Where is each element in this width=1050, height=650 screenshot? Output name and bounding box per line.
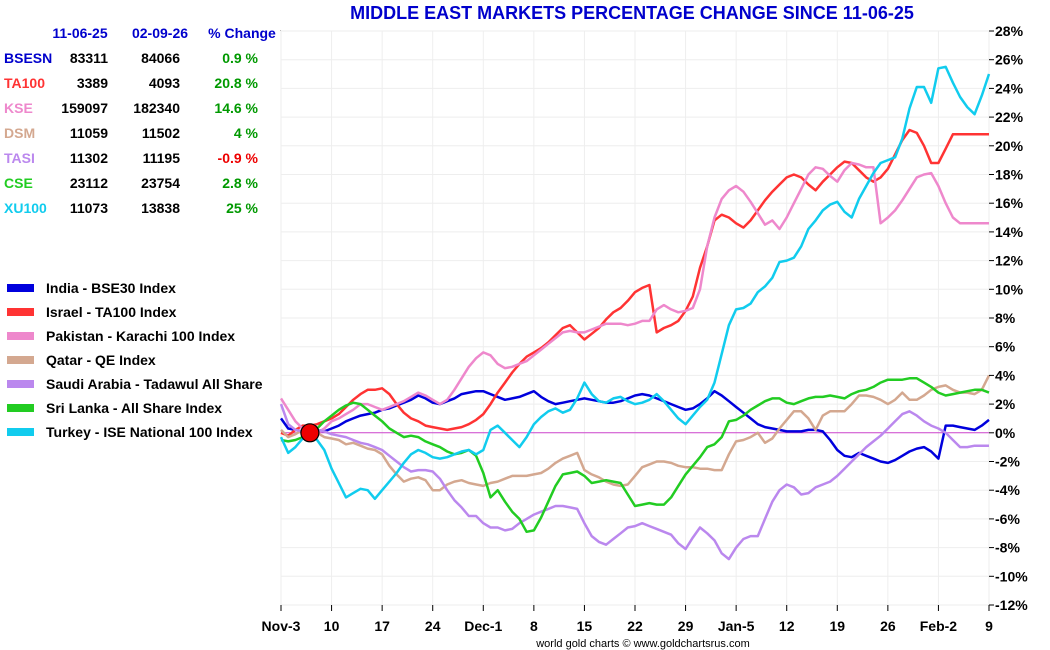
table-row-change: 25 % [226, 200, 258, 216]
legend-label: Sri Lanka - All Share Index [46, 400, 222, 416]
series-line-saudi [279, 403, 989, 561]
y-tick-label: -2% [995, 454, 1020, 470]
table-row-change: 2.8 % [222, 175, 258, 191]
legend-label: Israel - TA100 Index [46, 304, 177, 320]
y-tick-label: 18% [995, 167, 1024, 183]
x-tick-label: 17 [374, 618, 390, 634]
legend-label: Pakistan - Karachi 100 Index [46, 328, 235, 344]
table-row-end: 182340 [133, 100, 180, 116]
legend-swatch [7, 380, 34, 388]
table-row-code: DSM [4, 125, 35, 141]
summary-table: 11-06-25 02-09-26 % Change BSESN 83311 84066 0… [4, 25, 276, 216]
table-row-change: 4 % [234, 125, 259, 141]
marker-layer [300, 423, 320, 443]
x-tick-label: 22 [627, 618, 643, 634]
y-tick-label: 10% [995, 281, 1024, 297]
table-row-start: 83311 [70, 50, 108, 66]
legend-swatch [7, 308, 34, 316]
legend-label: India - BSE30 Index [46, 280, 176, 296]
series-line-pakistan [279, 161, 989, 435]
table-row-end: 11502 [142, 125, 180, 141]
y-tick-label: 4% [995, 367, 1016, 383]
y-tick-label: 28% [995, 23, 1024, 39]
series-line-israel [280, 128, 989, 437]
series-line-qatar [280, 374, 991, 492]
table-row-code: TA100 [4, 75, 45, 91]
table-row-change: 20.8 % [214, 75, 258, 91]
x-tick-label: 12 [779, 618, 795, 634]
x-tick-label: 19 [829, 618, 845, 634]
series-line-india [279, 389, 990, 465]
y-tick-label: -10% [995, 568, 1028, 584]
table-row-start: 11073 [70, 200, 108, 216]
table-row-change: -0.9 % [218, 150, 259, 166]
y-tick-label: -8% [995, 540, 1020, 556]
table-row-change: 0.9 % [222, 50, 258, 66]
legend-label: Saudi Arabia - Tadawul All Share [46, 376, 263, 392]
table-row-start: 23112 [70, 175, 108, 191]
x-tick-label: 26 [880, 618, 896, 634]
legend: India - BSE30 Index Israel - TA100 Index P… [7, 280, 263, 440]
y-tick-label: 16% [995, 195, 1024, 211]
series-layer [279, 65, 991, 561]
y-axis: 28% 26% 24% 22% 20% 18% 16% 14% 12% 10% 8% 6% 4% 2% 0%… [989, 23, 1028, 613]
x-tick-label: Jan-5 [718, 618, 755, 634]
table-row-start: 159097 [61, 100, 108, 116]
legend-swatch [7, 404, 34, 412]
table-row-end: 84066 [141, 50, 180, 66]
y-tick-label: 2% [995, 396, 1016, 412]
series-line-sri [280, 377, 990, 534]
y-tick-label: -6% [995, 511, 1020, 527]
table-row-end: 4093 [149, 75, 180, 91]
x-tick-label: Feb-2 [920, 618, 958, 634]
table-row-start: 11302 [70, 150, 108, 166]
table-row-end: 11195 [143, 150, 181, 166]
table-row-code: TASI [4, 150, 35, 166]
x-axis: Nov-3 10 17 24 Dec-1 8 15 22 29 Jan-5 12 19 26 Feb-2 9 [262, 605, 993, 634]
y-tick-label: 8% [995, 310, 1016, 326]
y-tick-label: 26% [995, 52, 1024, 68]
y-tick-label: 6% [995, 339, 1016, 355]
start-marker [300, 423, 320, 443]
x-tick-label: Dec-1 [464, 618, 502, 634]
legend-label: Turkey - ISE National 100 Index [46, 424, 253, 440]
series-line-turkey [279, 65, 991, 501]
y-tick-label: 20% [995, 138, 1024, 154]
legend-label: Qatar - QE Index [46, 352, 156, 368]
table-row-change: 14.6 % [214, 100, 258, 116]
table-row-start: 3389 [77, 75, 108, 91]
x-tick-label: 15 [577, 618, 593, 634]
table-row-end: 23754 [141, 175, 180, 191]
table-row-code: KSE [4, 100, 33, 116]
x-tick-label: 10 [324, 618, 340, 634]
table-header: 02-09-26 [132, 25, 188, 41]
grid-layer [280, 30, 990, 606]
legend-swatch [7, 284, 34, 292]
table-row-end: 13838 [141, 200, 180, 216]
table-row-code: CSE [4, 175, 33, 191]
chart-title: MIDDLE EAST MARKETS PERCENTAGE CHANGE SI… [350, 3, 914, 23]
y-tick-label: 22% [995, 109, 1024, 125]
x-tick-label: 8 [530, 618, 538, 634]
x-tick-label: Nov-3 [262, 618, 301, 634]
legend-swatch [7, 428, 34, 436]
table-row-code: BSESN [4, 50, 52, 66]
y-tick-label: 24% [995, 80, 1024, 96]
table-row-start: 11059 [70, 125, 108, 141]
y-tick-label: 12% [995, 253, 1024, 269]
x-tick-label: 29 [678, 618, 694, 634]
credit-text: world gold charts © www.goldchartsrus.co… [535, 638, 750, 650]
legend-swatch [7, 332, 34, 340]
x-tick-label: 24 [425, 618, 441, 634]
y-tick-label: -4% [995, 482, 1020, 498]
y-tick-label: 0% [995, 425, 1016, 441]
table-row-code: XU100 [4, 200, 47, 216]
table-header: % Change [208, 25, 276, 41]
table-header: 11-06-25 [52, 25, 107, 41]
y-tick-label: -12% [995, 597, 1028, 613]
y-tick-label: 14% [995, 224, 1024, 240]
legend-swatch [7, 356, 34, 364]
x-tick-label: 9 [985, 618, 993, 634]
